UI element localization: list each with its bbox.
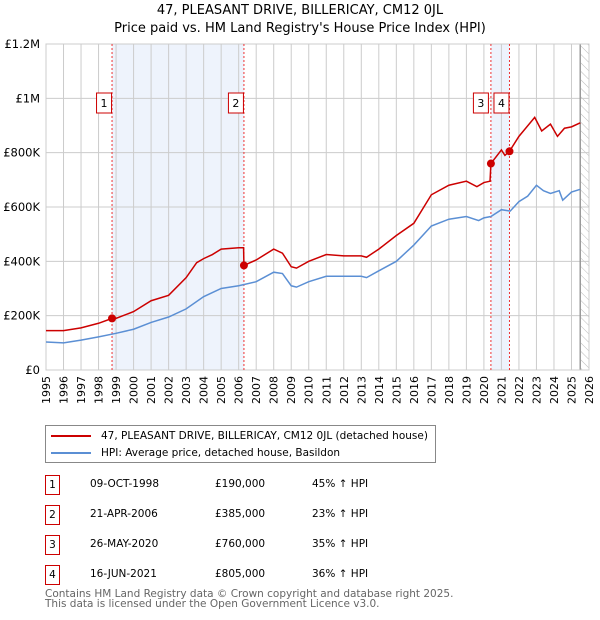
sale-date: 26-MAY-2020: [90, 538, 159, 550]
x-tick-label: 2008: [268, 376, 281, 404]
sale-label: 3: [477, 97, 484, 110]
y-tick-label: £1M: [15, 91, 40, 105]
sale-point: [239, 261, 248, 270]
sale-price: £190,000: [215, 478, 266, 490]
sale-price: £385,000: [215, 508, 266, 520]
sale-date: 16-JUN-2021: [90, 568, 157, 580]
footer: Contains HM Land Registry data © Crown c…: [45, 588, 454, 610]
y-tick-label: £1.2M: [4, 37, 40, 51]
x-tick-label: 2016: [408, 376, 421, 404]
sale-hpi-diff: 23% ↑ HPI: [312, 508, 369, 520]
sale-hpi-diff: 35% ↑ HPI: [312, 538, 369, 550]
sale-label-box: [472, 92, 489, 114]
x-tick-label: 2014: [373, 376, 386, 404]
plot-area: 1995 1996 1997 1998 1999 2000 2001 2002 2003 2004…: [3, 37, 596, 404]
sale-hpi-diff: 45% ↑ HPI: [312, 478, 369, 490]
sale-price: £805,000: [215, 568, 266, 580]
sale-label-box: [493, 92, 510, 114]
x-tick-label: 1996: [58, 376, 71, 404]
footer-line-2: This data is licensed under the Open Gov…: [45, 598, 380, 610]
x-tick-label: 2009: [285, 376, 298, 404]
x-tick-label: 2010: [303, 376, 316, 404]
y-tick-label: £400K: [3, 254, 40, 268]
table-row: 3 26-MAY-2020 £760,000 35% ↑ HPI: [45, 535, 445, 555]
x-tick-label: 1998: [93, 376, 106, 404]
x-tick-label: 2022: [513, 376, 526, 404]
x-tick-label: 1997: [75, 376, 88, 404]
x-tick-label: 2002: [163, 376, 176, 404]
sale-point: [486, 159, 495, 168]
x-tick-label: 2005: [215, 376, 228, 404]
y-tick-label: £200K: [3, 309, 40, 323]
sale-label: 2: [232, 97, 239, 110]
x-tick-label: 2012: [338, 376, 351, 404]
footer-line-1: Contains HM Land Registry data © Crown c…: [45, 588, 454, 600]
x-tick-label: 2004: [198, 376, 211, 404]
chart-subtitle: Price paid vs. HM Land Registry's House …: [114, 21, 486, 36]
sale-label-box: [227, 92, 244, 114]
sale-label: 1: [101, 97, 108, 110]
x-tick-label: 2019: [460, 376, 473, 404]
legend: 47, PLEASANT DRIVE, BILLERICAY, CM12 0JL…: [45, 425, 436, 463]
x-tick-label: 2023: [530, 376, 543, 404]
x-tick-label: 2007: [250, 376, 263, 404]
x-tick-label: 2018: [443, 376, 456, 404]
x-tick-label: 2001: [145, 376, 158, 404]
sale-date: 09-OCT-1998: [90, 478, 159, 490]
x-tick-label: 2021: [495, 376, 508, 404]
table-row: 2 21-APR-2006 £385,000 23% ↑ HPI: [45, 505, 445, 525]
legend-label-hpi: HPI: Average price, detached house, Basi…: [101, 447, 341, 459]
x-tick-label: 2006: [233, 376, 246, 404]
legend-swatch-hpi: [51, 452, 91, 454]
sale-marker-number: 2: [45, 505, 60, 525]
x-tick-label: 2020: [478, 376, 491, 404]
legend-label-property: 47, PLEASANT DRIVE, BILLERICAY, CM12 0JL…: [101, 430, 428, 442]
table-row: 1 09-OCT-1998 £190,000 45% ↑ HPI: [45, 475, 445, 495]
chart-title: 47, PLEASANT DRIVE, BILLERICAY, CM12 0JL: [156, 3, 444, 18]
y-tick-label: £800K: [3, 146, 40, 160]
sale-marker-number: 3: [45, 535, 60, 555]
x-tick-label: 2003: [180, 376, 193, 404]
x-tick-label: 2011: [320, 376, 333, 404]
x-tick-label: 2026: [583, 376, 596, 404]
sale-point: [108, 314, 117, 323]
x-tick-label: 2000: [128, 376, 141, 404]
sale-label: 4: [498, 97, 505, 110]
y-tick-label: £0: [25, 363, 40, 377]
sale-label-box: [96, 92, 113, 114]
sale-date: 21-APR-2006: [90, 508, 158, 520]
sale-marker-number: 1: [45, 475, 60, 495]
sale-marker-number: 4: [45, 565, 60, 585]
x-tick-label: 2013: [355, 376, 368, 404]
sale-hpi-diff: 36% ↑ HPI: [312, 568, 369, 580]
x-tick-label: 2024: [548, 376, 561, 404]
sale-price: £760,000: [215, 538, 266, 550]
x-tick-label: 2017: [425, 376, 438, 404]
legend-swatch-property: [51, 435, 91, 437]
table-row: 4 16-JUN-2021 £805,000 36% ↑ HPI: [45, 565, 445, 585]
y-tick-label: £600K: [3, 200, 40, 214]
plot-border: [45, 43, 590, 371]
x-tick-label: 1999: [110, 376, 123, 404]
x-tick-label: 2025: [565, 376, 578, 404]
x-tick-label: 1995: [40, 376, 53, 404]
sale-point: [505, 147, 514, 156]
hpi-line: [45, 184, 581, 344]
x-tick-label: 2015: [390, 376, 403, 404]
